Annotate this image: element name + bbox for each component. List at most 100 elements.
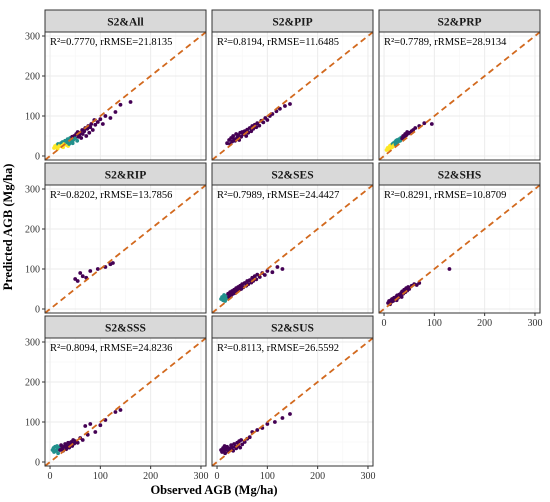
panel-2-one-to-one-line: [211, 31, 374, 161]
panel-8-point: [239, 438, 244, 442]
panel-1-border: [44, 31, 207, 161]
panel-7-x-tick-label: 300: [193, 471, 208, 482]
panel-4-one-to-one-line: [44, 184, 207, 314]
panel-4-y-tick-label: 300: [25, 185, 40, 196]
panel-2-border: [211, 31, 374, 161]
panel-5-point: [280, 267, 285, 271]
panel-6-point: [407, 287, 412, 291]
panel-8-point: [255, 428, 260, 432]
panel-1-point: [82, 129, 87, 134]
panel-2-point: [261, 120, 266, 125]
panel-7-one-to-one-line: [44, 337, 207, 467]
y-axis-title: Predicted AGB (Mg/ha): [1, 164, 15, 291]
panel-1-y-tick-label: 300: [25, 32, 40, 43]
panel-8-x-tick-label: 100: [260, 471, 275, 482]
panel-5-point: [257, 275, 262, 279]
panel-4-point: [80, 274, 85, 279]
panel-4-point: [88, 269, 93, 273]
panel-8-border: [211, 337, 374, 467]
panel-8-point: [230, 445, 235, 450]
panel-3-title: S2&PRP: [437, 17, 481, 29]
panel-6-x-tick-label: 100: [427, 318, 442, 329]
panel-2: S2&PIP R²=0.8194, rRMSE=11.6485: [211, 9, 374, 161]
panel-4-title: S2&RIP: [105, 170, 147, 182]
panel-5-point: [255, 272, 260, 277]
panel-3-border: [378, 31, 541, 161]
panel-8: S2&SUS R²=0.8113, rRMSE=26.5592 0 100 200 300: [211, 315, 375, 482]
panel-6-border: [378, 184, 541, 314]
panel-7-point: [118, 408, 123, 412]
panel-7-title: S2&SSS: [105, 323, 146, 335]
panel-1-point: [100, 122, 105, 126]
panel-1-point: [128, 100, 133, 104]
panel-4-y-tick-label: 200: [25, 225, 40, 236]
panel-6: S2&SHS R²=0.8291, rRMSE=10.8709 0 100 200 300: [378, 162, 542, 329]
panel-4-border: [44, 184, 207, 314]
panel-1-point: [108, 116, 113, 120]
panel-7-point: [83, 424, 88, 428]
panel-1-point: [113, 110, 118, 114]
panel-2-point: [257, 123, 262, 128]
panel-7-point: [113, 410, 118, 414]
panel-8-x-tick-label: 300: [360, 471, 375, 482]
panel-1-point: [70, 141, 75, 146]
panel-1: S2&All R²=0.7770, rRMSE=21.8135 0 100 200 300: [25, 9, 207, 163]
panel-7-border: [44, 337, 207, 467]
panel-4-point: [111, 261, 115, 265]
panel-4-stats-label: R²=0.8202, rRMSE=13.7856: [50, 190, 172, 201]
panel-7-point: [56, 451, 60, 456]
panel-7-point: [75, 440, 80, 445]
panel-2-point: [231, 134, 236, 138]
panel-2-point: [244, 134, 249, 138]
panel-1-point: [75, 138, 80, 143]
panel-8-point: [223, 451, 227, 456]
panel-4-point: [78, 271, 83, 275]
panel-7-x-tick-label: 0: [48, 471, 53, 482]
panel-8-stats-label: R²=0.8113, rRMSE=26.5592: [217, 343, 339, 354]
panel-6-title: S2&SHS: [438, 170, 481, 182]
panel-1-y-tick-label: 100: [25, 112, 40, 123]
panel-7: S2&SSS R²=0.8094, rRMSE=24.8236 0 100 200 300…: [25, 315, 208, 482]
panel-1-point: [87, 130, 92, 135]
panel-1-point: [98, 117, 103, 122]
panel-3-point: [422, 121, 427, 126]
panel-1-point: [93, 122, 98, 127]
panel-1-stats-label: R²=0.7770, rRMSE=21.8135: [50, 37, 172, 48]
panel-6-point: [399, 295, 404, 299]
panel-8-x-tick-label: 0: [215, 471, 220, 482]
panel-5-point: [265, 269, 270, 273]
panel-4-y-tick-label: 100: [25, 265, 40, 276]
panel-7-stats-label: R²=0.8094, rRMSE=24.8236: [50, 343, 172, 354]
panel-8-x-tick-label: 200: [310, 471, 325, 482]
panel-7-y-tick-label: 0: [35, 458, 40, 469]
panel-8-point: [265, 422, 270, 426]
panel-6-x-tick-label: 300: [527, 318, 542, 329]
panel-7-x-tick-label: 200: [143, 471, 158, 482]
panel-3-one-to-one-line: [378, 31, 541, 161]
panel-4: S2&RIP R²=0.8202, rRMSE=13.7856 0 100 200 300: [25, 162, 207, 316]
facet-panels: S2&All R²=0.7770, rRMSE=21.8135 0 100 200 300…: [25, 9, 542, 482]
panel-7-point: [80, 438, 85, 442]
panel-6-one-to-one-line: [378, 184, 541, 314]
panel-8-title: S2&SUS: [271, 323, 314, 335]
panel-8-point: [272, 420, 277, 424]
panel-2-stats-label: R²=0.8194, rRMSE=11.6485: [217, 37, 339, 48]
panel-1-point: [84, 134, 89, 138]
panel-2-point: [225, 141, 229, 146]
panel-7-point: [98, 423, 103, 428]
panel-6-point: [447, 267, 452, 271]
panel-2-point: [288, 102, 292, 106]
panel-6-x-tick-label: 0: [382, 318, 387, 329]
panel-7-y-tick-label: 200: [25, 378, 40, 389]
panel-3-point: [413, 126, 418, 130]
panel-8-point: [240, 442, 245, 447]
panel-6-stats-label: R²=0.8291, rRMSE=10.8709: [384, 190, 506, 201]
panel-1-point: [80, 132, 85, 136]
panel-1-point: [90, 128, 95, 132]
panel-5-border: [211, 184, 374, 314]
panel-2-title: S2&PIP: [272, 17, 312, 29]
panel-5-title: S2&SES: [271, 170, 313, 182]
x-axis-title: Observed AGB (Mg/ha): [150, 483, 277, 497]
panel-5-point: [275, 265, 280, 269]
panel-3-point: [429, 122, 434, 126]
